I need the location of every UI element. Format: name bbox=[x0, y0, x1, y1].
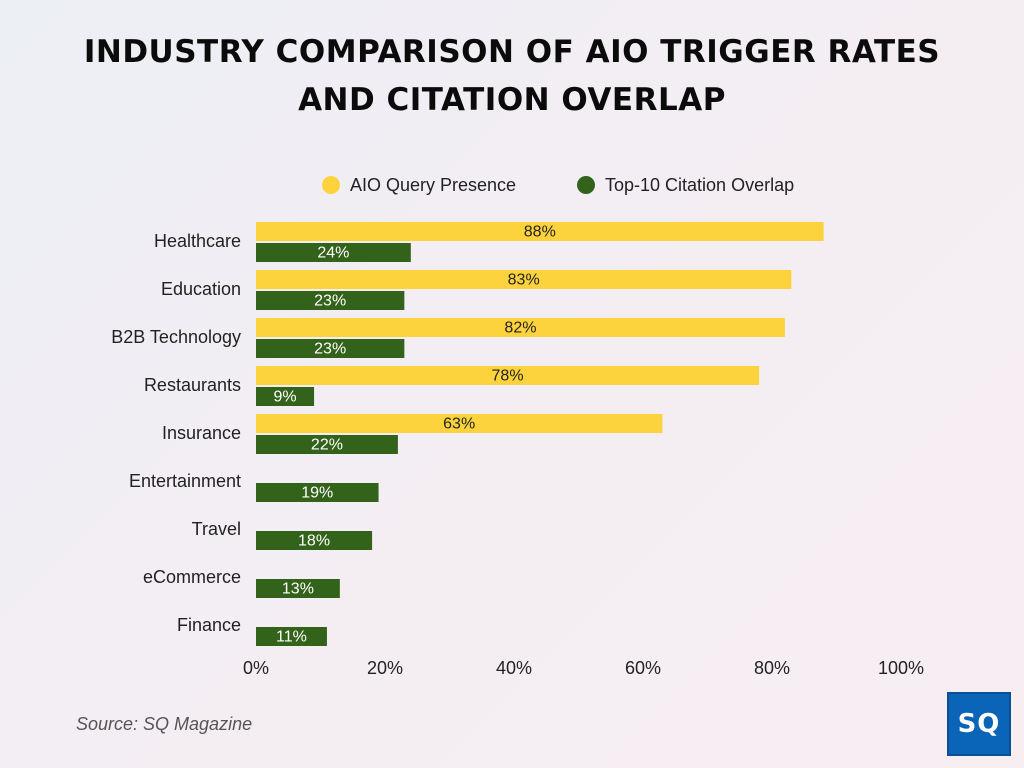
bar-aio-b2b-technology bbox=[256, 318, 785, 337]
bar-citation-healthcare bbox=[256, 243, 411, 262]
sq-logo: SQ bbox=[947, 692, 1011, 756]
category-label-insurance: Insurance bbox=[162, 423, 241, 443]
x-tick-label-60: 60% bbox=[625, 658, 661, 678]
bar-citation-b2b-technology bbox=[256, 339, 405, 358]
category-label-entertainment: Entertainment bbox=[129, 471, 241, 491]
bar-citation-insurance bbox=[256, 435, 398, 454]
bar-label-citation-entertainment: 19% bbox=[301, 485, 333, 502]
bar-citation-entertainment bbox=[256, 483, 379, 502]
bar-label-citation-education: 23% bbox=[314, 293, 346, 310]
category-label-healthcare: Healthcare bbox=[154, 231, 241, 251]
x-tick-label-100: 100% bbox=[878, 658, 924, 678]
bar-citation-restaurants bbox=[256, 387, 315, 406]
bar-citation-ecommerce bbox=[256, 579, 340, 598]
bar-aio-education bbox=[256, 270, 792, 289]
bar-citation-education bbox=[256, 291, 405, 310]
bar-citation-finance bbox=[256, 627, 327, 646]
category-label-ecommerce: eCommerce bbox=[143, 567, 241, 587]
legend-swatch-citation bbox=[577, 176, 595, 194]
chart-title-line-1: INDUSTRY COMPARISON OF AIO TRIGGER RATES bbox=[83, 34, 941, 70]
x-tick-label-80: 80% bbox=[754, 658, 790, 678]
category-label-finance: Finance bbox=[177, 615, 241, 635]
bar-label-citation-travel: 18% bbox=[298, 533, 330, 550]
bar-label-citation-insurance: 22% bbox=[311, 437, 343, 454]
legend-item-citation: Top-10 Citation Overlap bbox=[577, 172, 794, 198]
bar-label-aio-restaurants: 78% bbox=[492, 368, 524, 385]
legend-label-citation: Top-10 Citation Overlap bbox=[605, 174, 795, 195]
bar-citation-travel bbox=[256, 531, 373, 550]
chart-title: INDUSTRY COMPARISON OF AIO TRIGGER RATES… bbox=[0, 28, 1024, 124]
x-tick-label-20: 20% bbox=[367, 658, 403, 678]
bar-label-aio-insurance: 63% bbox=[443, 416, 475, 433]
category-label-education: Education bbox=[161, 279, 241, 299]
bar-label-citation-healthcare: 24% bbox=[317, 245, 349, 262]
bar-label-aio-healthcare: 88% bbox=[524, 224, 556, 241]
chart-title-line-2: AND CITATION OVERLAP bbox=[298, 82, 726, 118]
bar-aio-insurance bbox=[256, 414, 663, 433]
x-tick-label-0: 0% bbox=[243, 658, 269, 678]
x-tick-label-40: 40% bbox=[496, 658, 532, 678]
legend-swatch-aio bbox=[322, 176, 340, 194]
bar-label-aio-b2b-technology: 82% bbox=[504, 320, 536, 337]
bar-label-citation-restaurants: 9% bbox=[273, 389, 296, 406]
legend-item-aio: AIO Query Presence bbox=[322, 172, 516, 198]
bar-aio-healthcare bbox=[256, 222, 824, 241]
bar-aio-restaurants bbox=[256, 366, 760, 385]
legend-label-aio: AIO Query Presence bbox=[350, 174, 517, 195]
bar-label-citation-finance: 11% bbox=[276, 629, 307, 646]
bar-label-aio-education: 83% bbox=[508, 272, 540, 289]
bar-label-citation-b2b-technology: 23% bbox=[314, 341, 346, 358]
bar-label-citation-ecommerce: 13% bbox=[282, 581, 314, 598]
source-note: Source: SQ Magazine bbox=[76, 714, 253, 734]
category-label-restaurants: Restaurants bbox=[144, 375, 241, 395]
category-label-travel: Travel bbox=[192, 519, 241, 539]
chart-legend: AIO Query Presence Top-10 Citation Overl… bbox=[0, 172, 1024, 198]
category-label-b2b-technology: B2B Technology bbox=[111, 327, 241, 347]
